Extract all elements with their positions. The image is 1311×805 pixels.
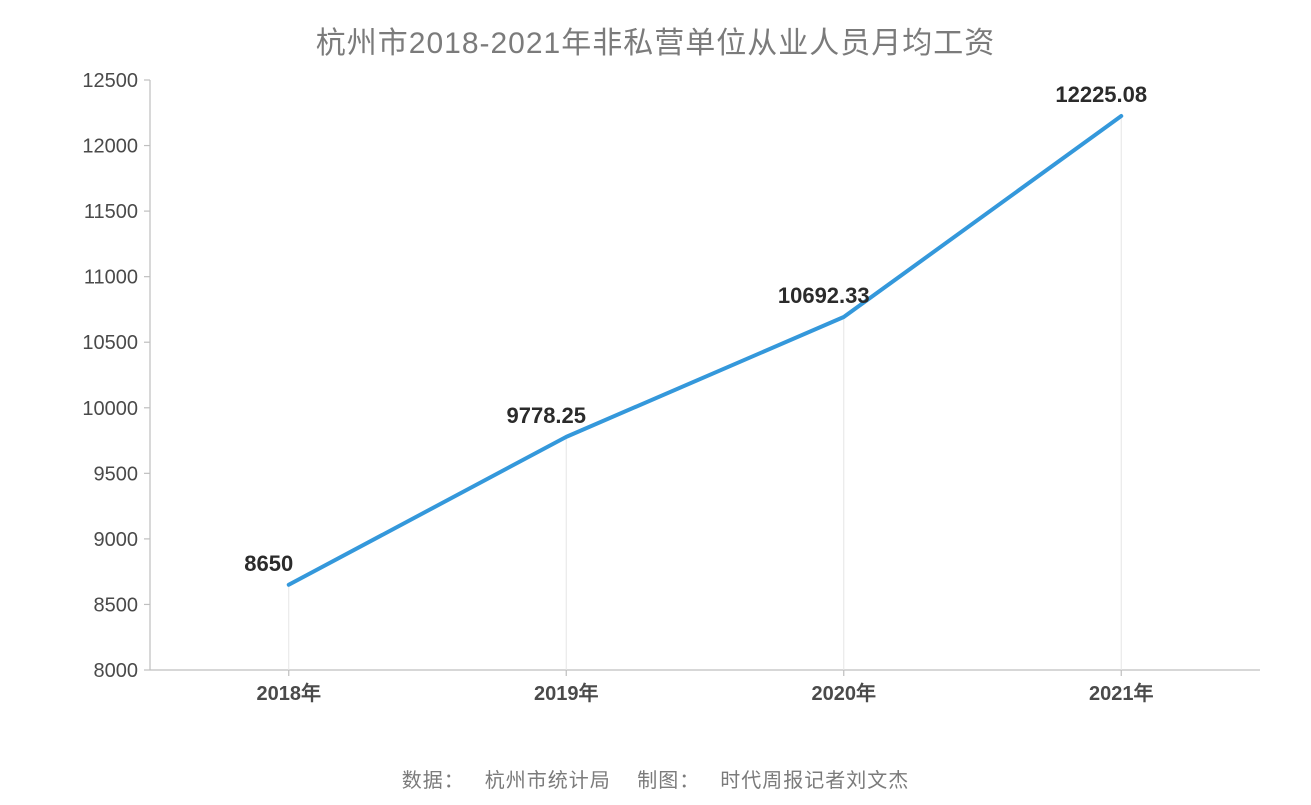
source-prefix: 数据：	[402, 770, 465, 792]
y-tick-label: 12500	[82, 70, 138, 92]
source-org: 杭州市统计局	[485, 770, 611, 792]
chart-source-line: 数据： 杭州市统计局 制图： 时代周报记者刘文杰	[0, 764, 1311, 793]
data-point-label: 9778.25	[506, 403, 586, 428]
credit-prefix: 制图：	[637, 770, 700, 792]
x-tick-label: 2020年	[812, 681, 877, 705]
y-tick-label: 12000	[82, 136, 138, 158]
y-tick-label: 10500	[82, 332, 138, 354]
x-tick-label: 2018年	[257, 681, 322, 705]
y-tick-label: 11000	[84, 267, 138, 289]
chart-plot: 8000 8500 9000 9500 10000 10500 11000 11500 1200…	[80, 70, 1280, 730]
y-tick-label: 9000	[94, 529, 139, 551]
chart-container: 杭州市2018-2021年非私营单位从业人员月均工资 8000 8500 9000 9…	[0, 0, 1311, 805]
data-point-label: 10692.33	[778, 283, 870, 308]
data-point-label: 8650	[244, 551, 293, 576]
x-tick-label: 2021年	[1089, 681, 1154, 705]
y-tick-label: 11500	[84, 201, 138, 223]
data-line	[289, 116, 1122, 585]
x-tick-label: 2019年	[534, 681, 599, 705]
y-tick-label: 8000	[94, 660, 139, 682]
chart-title: 杭州市2018-2021年非私营单位从业人员月均工资	[0, 18, 1311, 62]
y-tick-label: 9500	[94, 463, 139, 485]
y-tick-label: 8500	[94, 594, 139, 616]
credit-name: 时代周报记者刘文杰	[720, 770, 909, 792]
y-tick-label: 10000	[82, 398, 138, 420]
data-point-label: 12225.08	[1055, 82, 1147, 107]
